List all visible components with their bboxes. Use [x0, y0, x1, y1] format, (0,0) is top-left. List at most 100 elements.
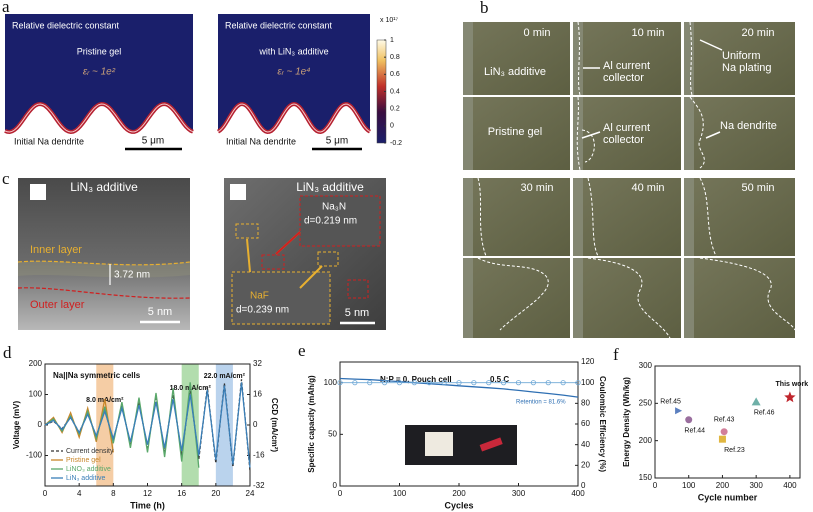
point-label: This work	[776, 381, 809, 388]
point	[784, 391, 796, 403]
colorbar-tick-label: 0.6	[390, 71, 400, 78]
panel-a	[4, 14, 372, 160]
point-label: Ref.44	[684, 428, 705, 435]
pouch-cell	[425, 432, 453, 456]
marker	[441, 380, 447, 386]
point	[751, 397, 761, 406]
image-title: Relative dielectric constant	[225, 20, 333, 30]
permittivity: εᵣ ~ 1e⁴	[277, 67, 310, 78]
y2-axis-label: CCD (mA/cm²)	[270, 398, 279, 453]
region-box	[317, 251, 339, 267]
point-label: Ref.45	[660, 399, 681, 406]
marker	[530, 380, 536, 386]
colorbar-tick-label: 0.8	[390, 54, 400, 61]
y-axis-label: Specific capacity (mAh/g)	[307, 375, 316, 473]
dendrite-outline	[477, 257, 549, 331]
panel-letter: f	[613, 345, 619, 364]
x-tick-label: 300	[512, 489, 526, 498]
time-label: 0 min	[524, 27, 551, 39]
tem-image	[18, 178, 190, 330]
region-box	[261, 254, 285, 270]
colorbar-tick-label: 0.2	[390, 106, 400, 113]
time-label: 50 min	[741, 182, 774, 194]
image-subtitle: Pristine gel	[77, 46, 122, 56]
y-tick-label: 150	[639, 473, 653, 482]
legend-label: Pristine gel	[66, 457, 101, 464]
annotation: N:P = 0, Pouch cell	[380, 375, 452, 384]
microscope-photo	[684, 22, 795, 95]
annotation: Na dendrite	[720, 120, 777, 132]
x-tick-label: 100	[393, 489, 407, 498]
y2-tick-label: 120	[581, 357, 595, 366]
y2-tick-label: 0	[581, 481, 586, 490]
annotation: Al current	[603, 60, 650, 72]
dendrite-outline	[699, 257, 796, 331]
inner-boundary	[17, 260, 191, 266]
annotation: 0.5 C	[490, 375, 509, 384]
y-tick-label: 250	[639, 398, 653, 407]
image-title: LiN₃ additive	[296, 180, 364, 194]
y2-tick-label: 20	[581, 460, 590, 469]
time-label: 30 min	[520, 182, 553, 194]
inset-photo	[405, 425, 517, 465]
marker	[382, 380, 388, 386]
y-tick-label: 200	[639, 436, 653, 445]
phase-label: Na₃N	[322, 202, 346, 213]
panel-letter: a	[2, 0, 10, 16]
highlight-band	[215, 364, 233, 486]
arrow	[275, 231, 301, 255]
x-tick-label: 0	[338, 489, 343, 498]
y-tick-label: 200	[29, 359, 43, 368]
panel-c	[17, 178, 386, 330]
annotation: collector	[603, 134, 644, 146]
x-tick-label: 200	[716, 481, 730, 490]
field-edge	[217, 103, 371, 133]
marker	[352, 380, 358, 386]
image-title: Relative dielectric constant	[12, 20, 120, 30]
microscope-photo	[573, 258, 681, 338]
marker	[515, 380, 522, 386]
y-tick-label: -100	[26, 451, 43, 460]
x-tick-label: 4	[77, 489, 82, 498]
y-tick-label: 100	[29, 390, 43, 399]
dendrite-region	[5, 104, 193, 160]
collector-strip	[463, 178, 473, 256]
microscope-photo	[463, 97, 570, 170]
arrow	[581, 131, 601, 139]
y2-tick-label: 100	[581, 378, 595, 387]
y-tick-label: 50	[328, 429, 337, 438]
x-tick-label: 400	[571, 489, 585, 498]
dendrite-outline	[477, 177, 487, 257]
scale-label: 5 μm	[326, 136, 348, 147]
y-axis-label: Voltage (mV)	[12, 401, 21, 450]
y2-tick-label: -16	[253, 451, 265, 460]
collector-strip	[463, 97, 473, 170]
microscope-photo	[684, 178, 795, 256]
photo-background	[405, 425, 517, 465]
scale-label: 5 μm	[142, 136, 164, 147]
annotation: Al current	[603, 122, 650, 134]
legend-label: LiNO₃ additive	[66, 466, 111, 473]
x-tick-label: 24	[246, 489, 255, 498]
panel-letter: d	[3, 343, 12, 362]
x-axis-label: Time (h)	[130, 500, 165, 510]
microscope-photo	[684, 97, 795, 170]
point	[718, 435, 726, 443]
x-tick-label: 20	[211, 489, 220, 498]
inset-marker	[30, 184, 46, 200]
series-line	[339, 377, 579, 398]
colorbar-tick-label: -0.2	[390, 140, 402, 147]
colorbar-tick-label: 0	[390, 123, 394, 130]
microscope-photo	[684, 258, 795, 338]
x-tick-label: 8	[111, 489, 116, 498]
spacing-label: d=0.219 nm	[304, 216, 357, 227]
annotation: collector	[603, 72, 644, 84]
arrow	[705, 131, 721, 139]
x-axis-label: Cycles	[444, 500, 473, 510]
marker	[575, 380, 581, 386]
y2-axis-label: Coulombic Efficiency (%)	[598, 376, 607, 472]
collector-strip	[684, 22, 694, 95]
annotation: Retention = 81.6%	[516, 400, 566, 406]
time-label: 20 min	[741, 27, 774, 39]
phase-label: NaF	[250, 291, 269, 302]
